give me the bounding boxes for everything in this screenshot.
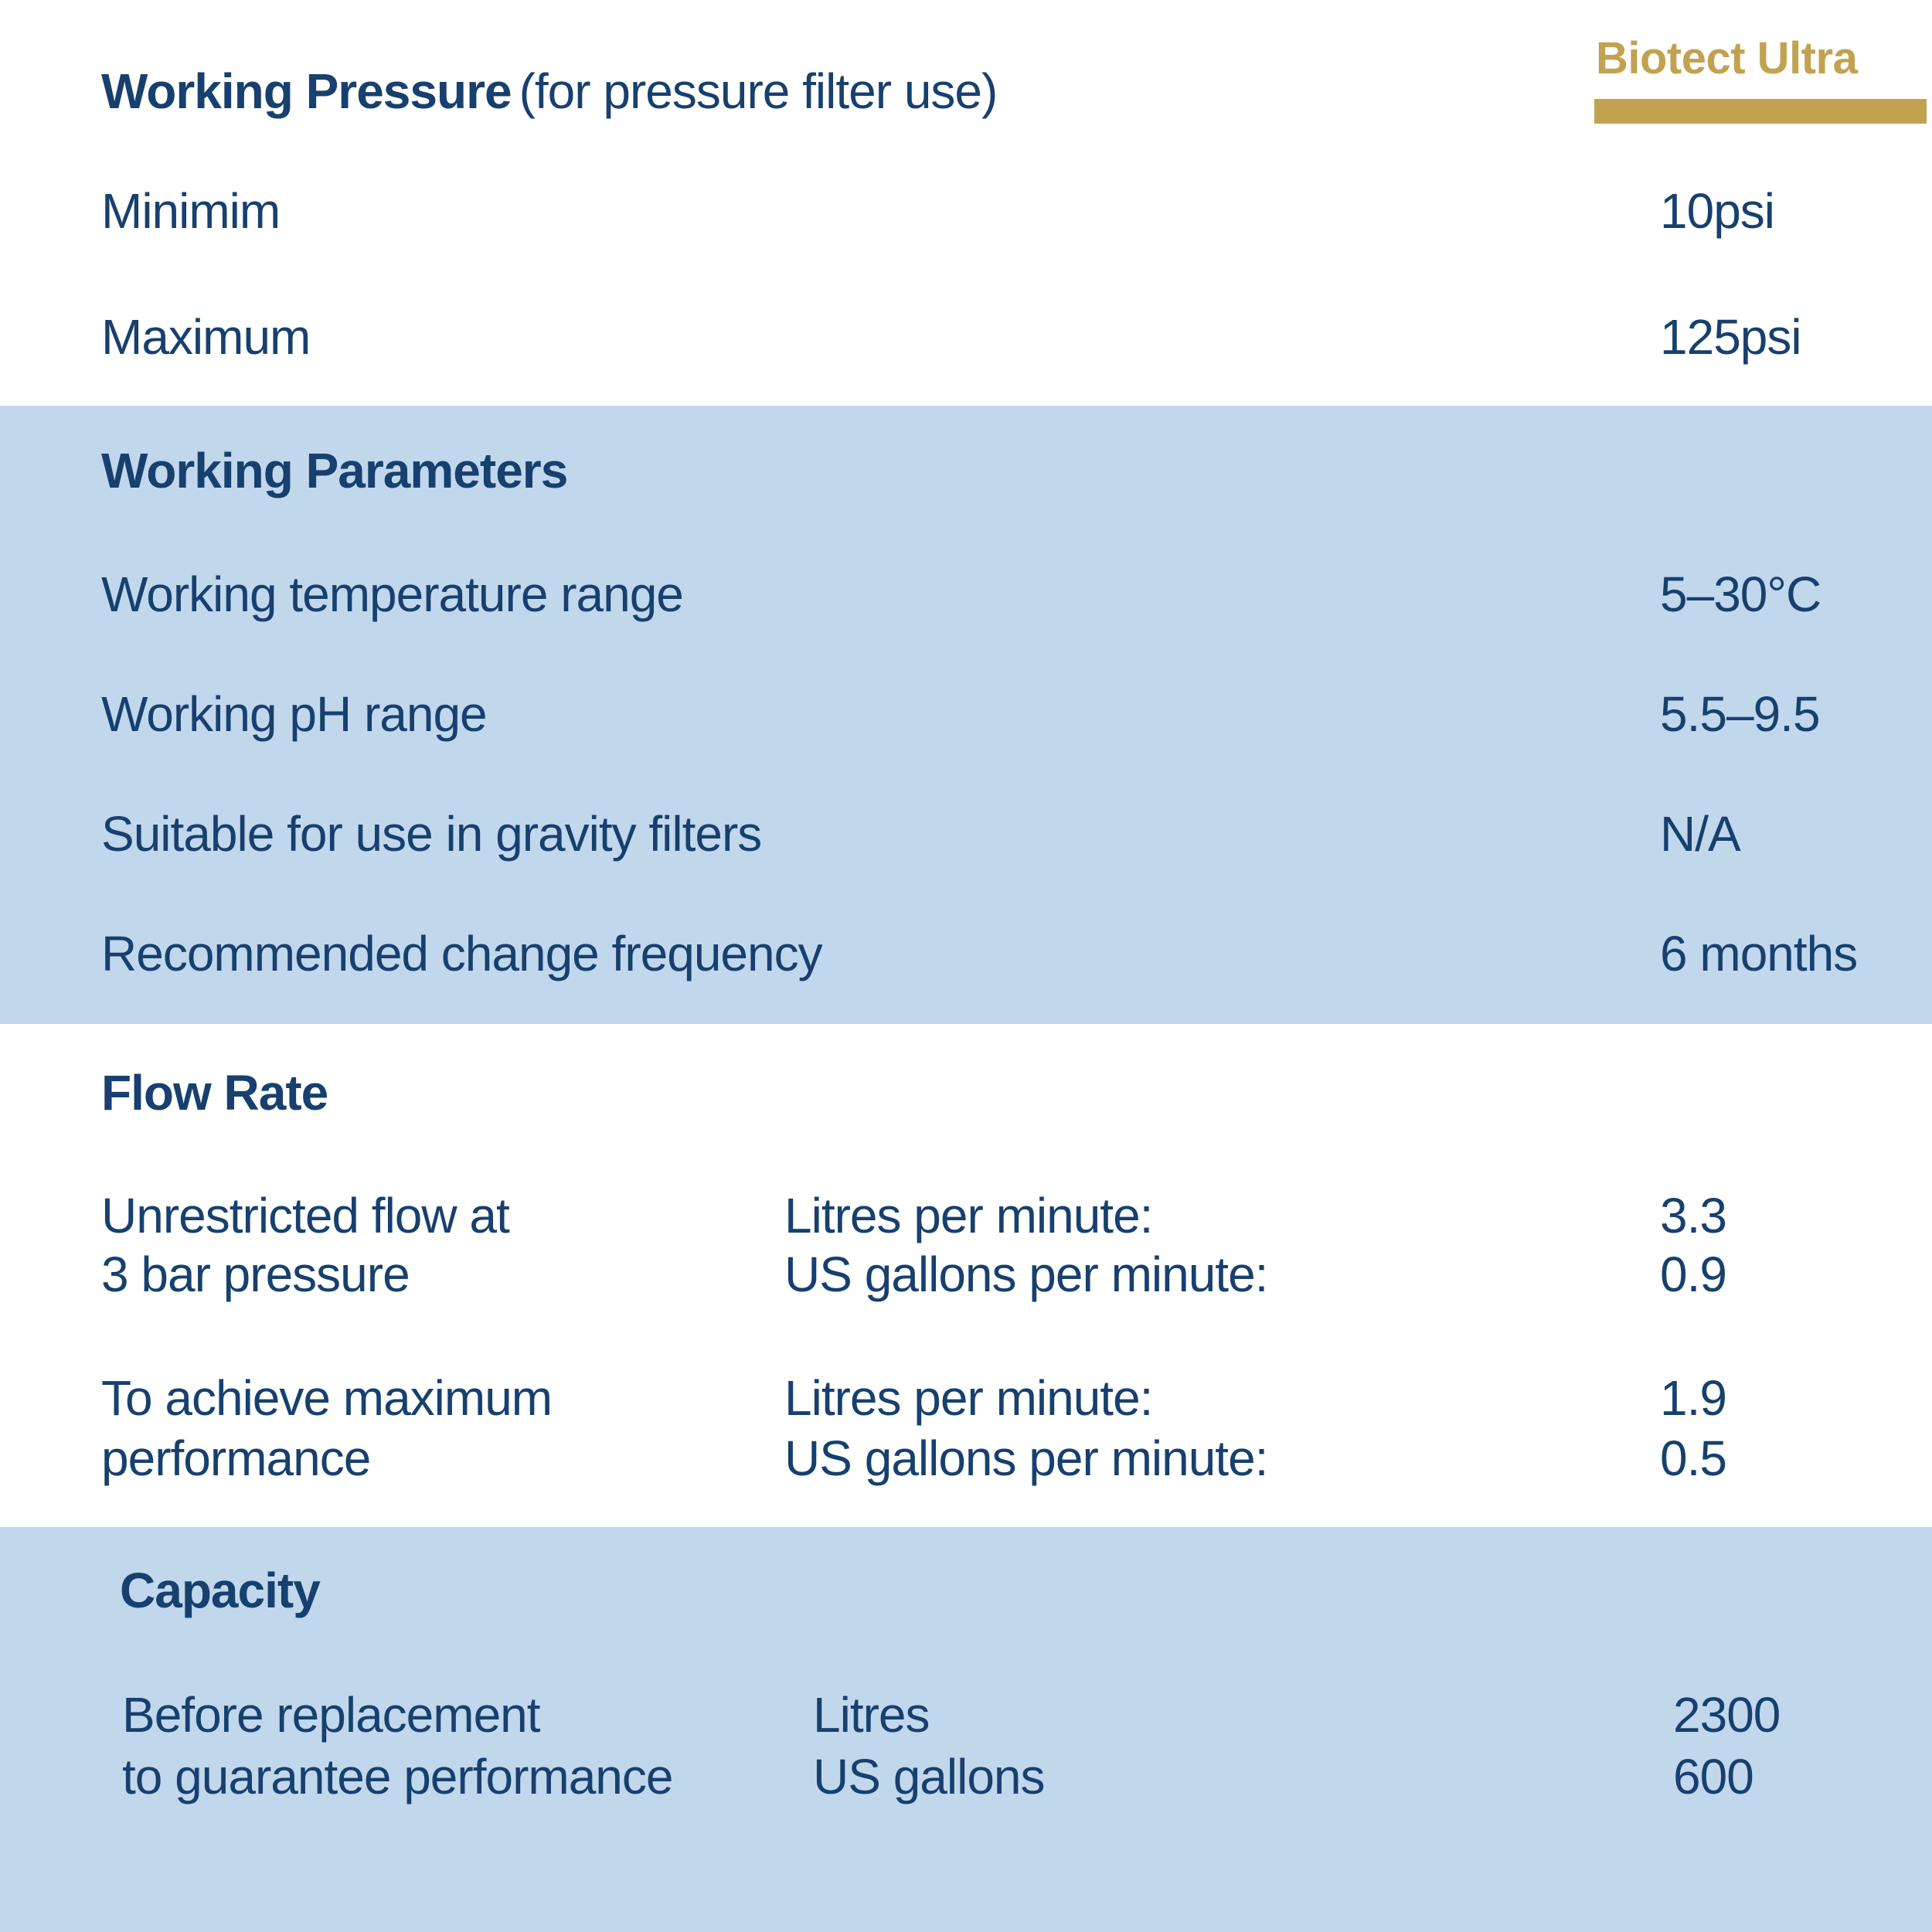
spec-value-change-frequency: 6 months [1660,926,1858,981]
capacity-group-values: 2300 600 [1673,1684,1781,1808]
capacity-label-line2: to guarantee performance [122,1749,673,1804]
flow-value-line1: 1.9 [1660,1370,1727,1426]
flow-value-line2: 0.9 [1660,1247,1727,1302]
flow-group-label: To achieve maximum performance [101,1368,553,1488]
spec-label-temperature-range: Working temperature range [101,566,684,622]
capacity-label-line1: Before replacement [122,1687,541,1743]
capacity-band [0,1527,1932,1932]
spec-label-maximum: Maximum [101,309,311,365]
capacity-value-line2: 600 [1673,1749,1754,1804]
spec-value-ph-range: 5.5–9.5 [1660,686,1821,742]
spec-label-ph-range: Working pH range [101,686,488,742]
spec-label-gravity-filters: Suitable for use in gravity filters [101,806,762,862]
flow-value-line2: 0.5 [1660,1430,1727,1486]
flow-label-line2: 3 bar pressure [101,1247,410,1302]
flow-label-line1: To achieve maximum [101,1370,553,1426]
spec-value-temperature-range: 5–30°C [1660,566,1821,622]
spec-value-gravity-filters: N/A [1660,806,1741,862]
flow-unit-line1: Litres per minute: [784,1188,1153,1243]
page-title-note: (for pressure filter use) [519,63,998,119]
flow-unit-line2: US gallons per minute: [784,1430,1268,1486]
capacity-unit-line2: US gallons [813,1749,1045,1804]
brand-title: Biotect Ultra [1596,33,1858,83]
capacity-group-label: Before replacement to guarantee performa… [122,1684,673,1808]
page-title-main: Working Pressure [101,63,512,119]
spec-label-change-frequency: Recommended change frequency [101,926,823,981]
flow-unit-line1: Litres per minute: [784,1370,1153,1426]
brand-underline [1594,99,1927,124]
flow-group-units: Litres per minute: US gallons per minute… [784,1186,1268,1304]
capacity-value-line1: 2300 [1673,1687,1781,1743]
flow-group-units: Litres per minute: US gallons per minute… [784,1368,1268,1488]
flow-unit-line2: US gallons per minute: [784,1247,1268,1302]
spec-label-minimum: Minimim [101,183,281,239]
capacity-group-units: Litres US gallons [813,1684,1045,1808]
capacity-unit-line1: Litres [813,1687,930,1743]
spec-value-maximum: 125psi [1660,309,1802,365]
flow-group-values: 3.3 0.9 [1660,1186,1727,1304]
section-heading-capacity: Capacity [120,1563,321,1618]
flow-value-line1: 3.3 [1660,1188,1727,1243]
flow-label-line2: performance [101,1430,371,1486]
spec-value-minimum: 10psi [1660,183,1775,239]
page-title: Working Pressure (for pressure filter use… [101,63,998,119]
section-heading-working-parameters: Working Parameters [101,443,568,498]
section-heading-flow-rate: Flow Rate [101,1065,328,1121]
flow-group-label: Unrestricted flow at 3 bar pressure [101,1186,510,1304]
working-parameters-band [0,406,1932,1024]
flow-group-values: 1.9 0.5 [1660,1368,1727,1488]
flow-label-line1: Unrestricted flow at [101,1188,510,1243]
